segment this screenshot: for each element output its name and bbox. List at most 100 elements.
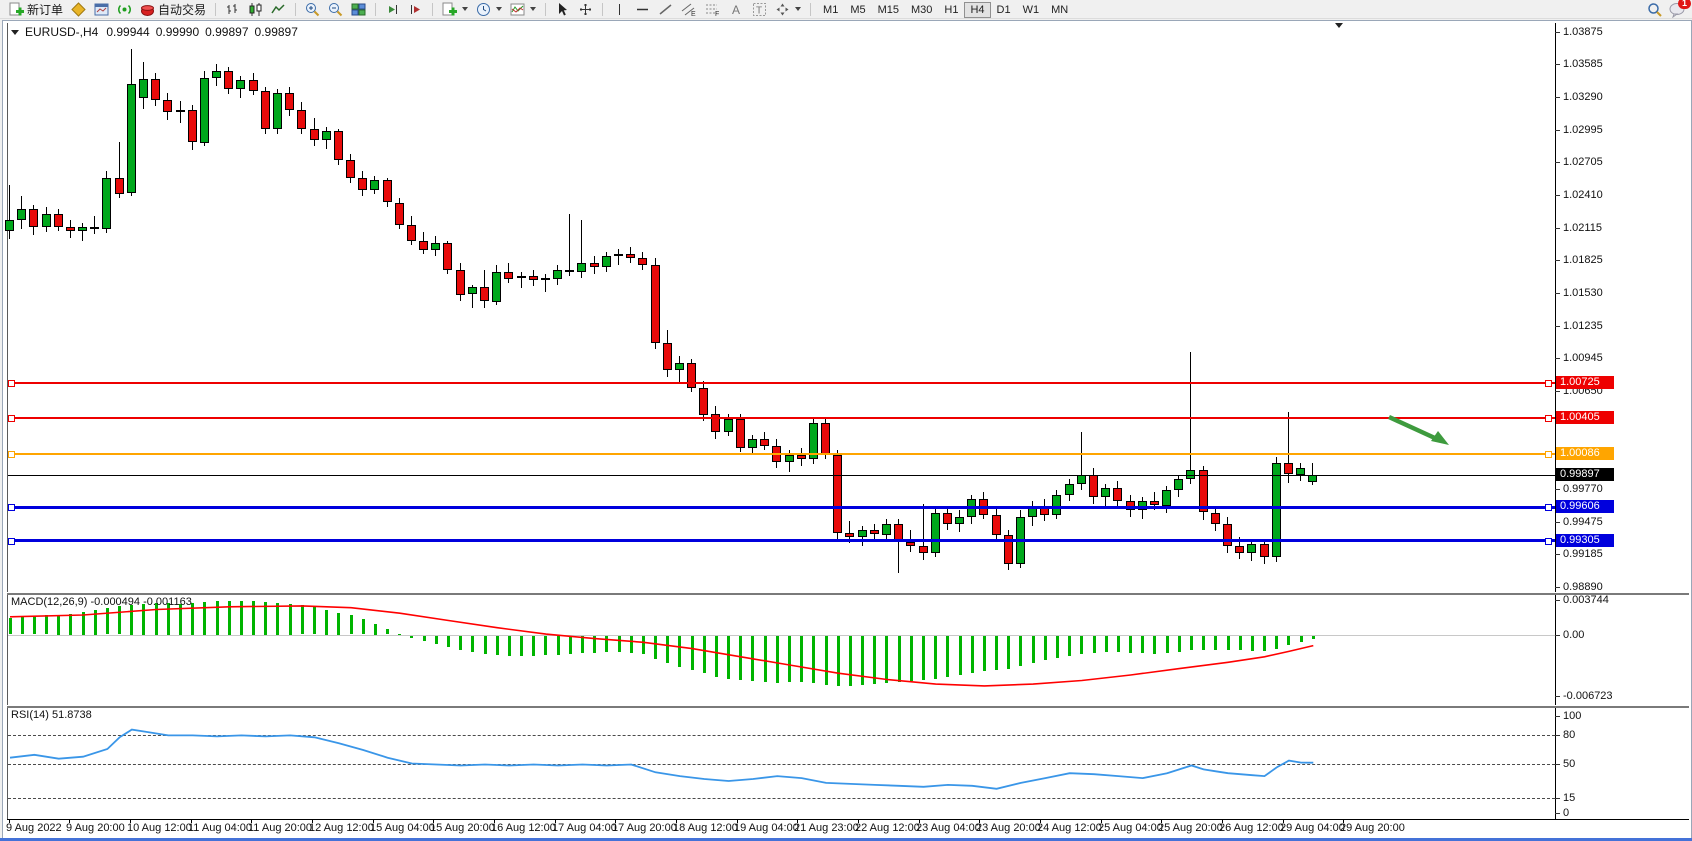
chevron-down-icon xyxy=(530,7,537,11)
tile-windows-button[interactable] xyxy=(348,1,369,18)
auto-trading-button[interactable]: 自动交易 xyxy=(137,1,209,18)
notifications-button[interactable]: 1 xyxy=(1669,0,1691,18)
price-axis-tick-label: 0.98890 xyxy=(1563,581,1603,593)
timeframe-button-d1[interactable]: D1 xyxy=(991,2,1017,18)
search-icon[interactable] xyxy=(1647,2,1663,18)
candle xyxy=(322,131,331,140)
rsi-pane-splitter[interactable] xyxy=(7,705,1689,708)
chart-shift-button[interactable] xyxy=(405,1,426,18)
line-end-marker[interactable] xyxy=(8,415,15,422)
timeframe-button-m5[interactable]: M5 xyxy=(844,2,871,18)
timeframe-button-m1[interactable]: M1 xyxy=(817,2,844,18)
macd-histogram-bar xyxy=(739,635,742,681)
time-axis-tick xyxy=(858,819,859,823)
toolbar-separator xyxy=(375,2,377,16)
macd-histogram-bar xyxy=(301,605,304,635)
timeframe-button-h1[interactable]: H1 xyxy=(938,2,964,18)
candle xyxy=(334,131,343,160)
line-end-marker[interactable] xyxy=(1545,538,1552,545)
line-end-marker[interactable] xyxy=(1545,380,1552,387)
macd-histogram-bar xyxy=(849,635,852,686)
macd-histogram-bar xyxy=(1312,635,1315,640)
bar-chart-mode-button[interactable] xyxy=(222,1,243,18)
time-axis-tick xyxy=(615,819,616,823)
line-end-marker[interactable] xyxy=(8,538,15,545)
time-axis-label: 16 Aug 12:00 xyxy=(491,822,556,834)
horizontal-line-object[interactable] xyxy=(8,539,1555,542)
time-axis-label: 23 Aug 04:00 xyxy=(916,822,981,834)
horizontal-line-object[interactable] xyxy=(8,453,1555,455)
horizontal-line-object[interactable] xyxy=(8,417,1555,419)
trendline-icon xyxy=(658,2,673,17)
candle-wick xyxy=(1081,432,1082,490)
macd-histogram-bar xyxy=(471,635,474,653)
macd-axis-tick xyxy=(1555,600,1560,601)
candle xyxy=(1235,546,1244,553)
low-value: 0.99897 xyxy=(205,25,249,39)
candle-wick xyxy=(82,223,83,241)
fibonacci-icon: F xyxy=(705,2,721,17)
line-end-marker[interactable] xyxy=(1545,504,1552,511)
fibonacci-tool-button[interactable]: F xyxy=(702,1,724,18)
period-button[interactable] xyxy=(473,1,505,18)
timeframe-button-m15[interactable]: M15 xyxy=(872,2,905,18)
market-watch-button[interactable] xyxy=(91,1,112,18)
line-chart-mode-button[interactable] xyxy=(268,1,289,18)
zoom-out-button[interactable] xyxy=(325,1,346,18)
cursor-button[interactable] xyxy=(552,1,573,18)
horizontal-line-object[interactable] xyxy=(8,506,1555,509)
line-end-marker[interactable] xyxy=(8,504,15,511)
auto-scroll-button[interactable] xyxy=(382,1,403,18)
candle xyxy=(188,110,197,143)
candle xyxy=(419,241,428,250)
candle xyxy=(748,439,757,448)
timeframe-button-m30[interactable]: M30 xyxy=(905,2,938,18)
macd-histogram-bar xyxy=(983,635,986,672)
candle xyxy=(492,272,501,303)
line-end-marker[interactable] xyxy=(1545,451,1552,458)
horizontal-line-object[interactable] xyxy=(8,382,1555,384)
line-end-marker[interactable] xyxy=(1545,415,1552,422)
crosshair-button[interactable] xyxy=(575,1,596,18)
time-axis-label: 25 Aug 20:00 xyxy=(1158,822,1223,834)
candlestick-mode-button[interactable] xyxy=(245,1,266,18)
new-order-button[interactable]: 新订单 xyxy=(6,1,66,18)
chart-window[interactable]: EURUSD-,H4 0.99944 0.99990 0.99897 0.998… xyxy=(2,20,1692,840)
signals-button[interactable] xyxy=(114,1,135,18)
macd-histogram-bar xyxy=(1141,635,1144,654)
vertical-line-tool-button[interactable] xyxy=(609,1,630,18)
trend-arrow-annotation[interactable] xyxy=(1381,411,1463,457)
chart-menu-icon[interactable] xyxy=(1335,23,1343,28)
zoom-in-button[interactable] xyxy=(302,1,323,18)
open-value: 0.99944 xyxy=(106,25,150,39)
price-axis-tick xyxy=(1555,195,1560,196)
time-axis-label: 23 Aug 20:00 xyxy=(976,822,1041,834)
collapse-icon[interactable] xyxy=(11,29,19,35)
new-chart-button[interactable] xyxy=(439,1,471,18)
macd-histogram-bar xyxy=(1068,635,1071,656)
macd-histogram-bar xyxy=(654,635,657,659)
timeframe-button-w1[interactable]: W1 xyxy=(1017,2,1046,18)
text-label-tool-button[interactable]: T xyxy=(749,1,770,18)
equidistant-channel-tool-button[interactable]: E xyxy=(678,1,700,18)
line-end-marker[interactable] xyxy=(8,451,15,458)
candle-wick xyxy=(1312,463,1313,486)
text-tool-button[interactable]: A xyxy=(726,1,747,18)
line-end-marker[interactable] xyxy=(8,380,15,387)
macd-histogram-bar xyxy=(885,635,888,684)
horizontal-line-tool-button[interactable] xyxy=(632,1,653,18)
macd-histogram-bar xyxy=(1166,635,1169,654)
macd-histogram-bar xyxy=(1227,635,1230,651)
indicators-button[interactable] xyxy=(507,1,539,18)
macd-histogram-bar xyxy=(995,635,998,671)
timeframe-button-h4[interactable]: H4 xyxy=(964,2,991,18)
macd-histogram-bar xyxy=(69,614,72,635)
profiles-button[interactable] xyxy=(68,1,89,18)
trendline-tool-button[interactable] xyxy=(655,1,676,18)
macd-pane-splitter[interactable] xyxy=(7,592,1689,595)
arrows-tool-button[interactable] xyxy=(772,1,804,18)
time-axis-label: 26 Aug 12:00 xyxy=(1219,822,1284,834)
candle xyxy=(1052,495,1061,516)
rsi-level-line xyxy=(8,798,1555,799)
timeframe-button-mn[interactable]: MN xyxy=(1045,2,1074,18)
